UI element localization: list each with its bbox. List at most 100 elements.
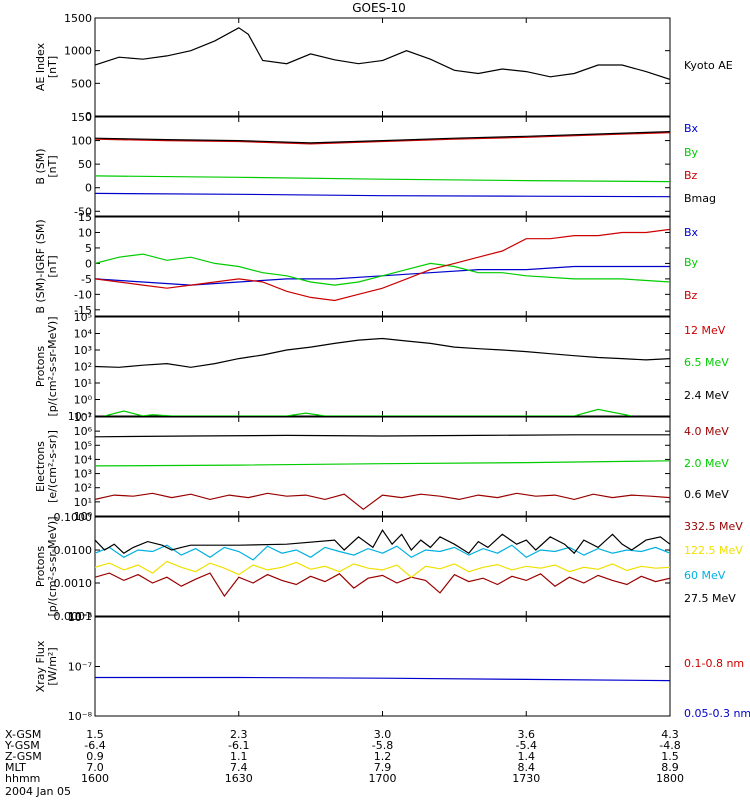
panel-1: 0 500 1000 1500 AE Index [nT] Kyoto AE — [34, 12, 733, 123]
legend-entry: 2.0 MeV — [684, 457, 729, 470]
legend-entry: Bz — [684, 169, 698, 182]
x-axis-row-label: Y-GSM — [4, 739, 40, 752]
x-axis-tick-value: 1.2 — [374, 750, 392, 763]
series-4-0-mev-line — [95, 492, 670, 511]
x-axis-tick-value: -6.4 — [84, 739, 105, 752]
y-axis-label: [nT] — [46, 255, 59, 277]
x-axis-tick-value: -4.8 — [659, 739, 680, 752]
x-axis-labels: X-GSM 1.5 2.3 3.0 3.6 4.3 Y-GSM -6.4 -6.1 -5.8 -5.… — [4, 728, 684, 785]
y-tick-label: 0.1000 — [54, 511, 93, 524]
y-axis-label: [e/(cm²-s-sr)] — [46, 430, 59, 503]
legend-entry: 0.05-0.3 nm — [684, 707, 750, 720]
x-axis-tick-value: 7.0 — [86, 761, 104, 774]
y-tick-label: 10⁰ — [74, 394, 93, 407]
legend-entry: By — [684, 256, 699, 269]
series-bz-line — [95, 228, 670, 302]
x-axis-tick-value: -6.1 — [228, 739, 249, 752]
date-label: 2004 Jan 05 — [5, 785, 71, 798]
y-tick-label: 50 — [78, 158, 92, 171]
x-axis-tick-value: 1600 — [81, 772, 109, 785]
y-tick-label: 100 — [71, 135, 92, 148]
y-tick-label: 10² — [74, 361, 92, 374]
y-tick-label: 1000 — [64, 45, 92, 58]
series-332-5-mev-line — [95, 572, 670, 598]
y-tick-label: 10⁻⁸ — [68, 710, 93, 723]
panel-7: 10⁻⁸ 10⁻⁷ 10⁻⁶10⁻⁵ Xray Flux [W/m²] 0.1-0.8 n… — [34, 606, 750, 723]
legend-entry: 332.5 MeV — [684, 520, 743, 533]
x-axis-tick-value: 8.4 — [518, 761, 536, 774]
legend-entry: 0.6 MeV — [684, 488, 729, 501]
y-tick-label: 0 — [85, 110, 92, 123]
legend-entry: 0.1-0.8 nm — [684, 657, 744, 670]
y-tick-label: 150 — [71, 111, 92, 124]
y-axis-label: [p/(cm²-s-sr-MeV)] — [46, 517, 59, 617]
y-axis-label: Xray Flux — [34, 640, 47, 692]
y-tick-label: 10⁴ — [74, 328, 93, 341]
x-axis-tick-value: 7.4 — [230, 761, 248, 774]
y-tick-label: 15 — [78, 211, 92, 224]
x-axis-tick-value: 8.9 — [661, 761, 679, 774]
x-axis-tick-value: 1.5 — [86, 728, 104, 741]
y-tick-label: 0.0100 — [54, 544, 93, 557]
series-122-5-mev-line — [95, 560, 670, 578]
y-axis-label: B (SM)-IGRF (SM) — [34, 219, 47, 313]
panel-2: -50 0 50 100 150 B (SM) [nT] Bx By Bz Bmag — [34, 111, 716, 218]
y-tick-label: -10 — [74, 288, 92, 301]
y-tick-label: 10⁻⁶ — [68, 611, 93, 624]
x-axis-tick-value: 3.6 — [518, 728, 536, 741]
y-axis-label: Electrons — [34, 441, 47, 492]
y-tick-label: 0.0010 — [54, 577, 93, 590]
y-tick-label: -15 — [74, 304, 92, 317]
legend-entry: Bx — [684, 122, 699, 135]
series-by-line — [95, 253, 670, 286]
legend-entry: 2.4 MeV — [684, 389, 729, 402]
panel-frame — [94, 616, 671, 717]
series-60-mev-line — [95, 544, 670, 561]
x-axis-tick-value: 1730 — [512, 772, 540, 785]
y-tick-label: 10⁻¹ — [68, 410, 92, 423]
series-bmag-line — [95, 131, 670, 144]
x-axis-tick-value: -5.4 — [516, 739, 537, 752]
panel-3: -15 -10 -5 0 5 10 15 B (SM)-IGRF (SM) [nT] Bx By Bz — [34, 211, 699, 317]
legend-entry: 6.5 MeV — [684, 356, 729, 369]
y-tick-label: -50 — [74, 205, 92, 218]
legend-entry: 4.0 MeV — [684, 425, 729, 438]
series-bz-line — [95, 132, 670, 145]
series-kyoto-ae-line — [95, 27, 670, 80]
x-axis-tick-value: 1800 — [656, 772, 684, 785]
x-axis-row-label: hhmm — [5, 772, 40, 785]
panel-frame — [94, 416, 671, 517]
y-tick-label: 10⁵ — [74, 439, 92, 452]
series-0-05-0-3-nm-line — [95, 676, 670, 682]
y-axis-label: [nT] — [46, 56, 59, 78]
series-0-1-0-8-nm-line — [95, 606, 670, 609]
y-axis-label: [p/(cm²-s-sr-MeV)] — [46, 317, 59, 417]
x-axis-tick-value: 3.0 — [374, 728, 392, 741]
x-axis-tick-value: 0.9 — [86, 750, 104, 763]
x-axis-tick-value: 7.9 — [374, 761, 392, 774]
series-2-0-mev-line — [95, 460, 670, 467]
legend-entry: 12 MeV — [684, 324, 726, 337]
x-axis-tick-value: 2.3 — [230, 728, 248, 741]
x-axis-tick-value: -5.8 — [372, 739, 393, 752]
series-2-4-mev-line — [95, 337, 670, 368]
legend-entry: Bz — [684, 289, 698, 302]
series-0-6-mev-line — [95, 434, 670, 438]
panel-frame — [94, 17, 671, 117]
series-6-5-mev-line — [104, 408, 632, 416]
y-tick-label: 10⁰ — [74, 510, 93, 523]
y-tick-label: 10¹ — [74, 496, 92, 509]
y-tick-label: 10⁵ — [74, 311, 92, 324]
y-tick-label: 5 — [85, 242, 92, 255]
y-tick-label: 0 — [85, 182, 92, 195]
legend-entry: 122.5 MeV — [684, 544, 743, 557]
y-tick-label: -5 — [81, 273, 92, 286]
x-axis-tick-value: 4.3 — [661, 728, 679, 741]
y-tick-label: 10² — [74, 482, 92, 495]
plot-title: GOES-10 — [352, 1, 406, 15]
y-tick-label: 10⁻⁷ — [68, 661, 92, 674]
x-axis-row-label: X-GSM — [5, 728, 41, 741]
y-axis-label: [nT] — [46, 155, 59, 177]
